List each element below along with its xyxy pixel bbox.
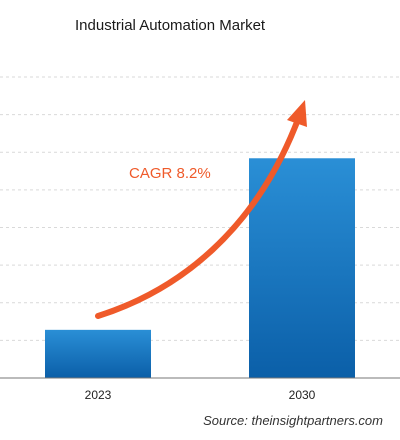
bar-2030: [249, 158, 355, 378]
growth-arrow-line: [95, 119, 300, 319]
chart-title: Industrial Automation Market: [75, 17, 266, 34]
x-tick-label-2030: 2030: [289, 388, 316, 402]
x-tick-labels: 2023 2030: [85, 388, 316, 402]
gridlines: [0, 76, 400, 341]
source-credit: Source: theinsightpartners.com: [203, 413, 383, 428]
cagr-annotation: CAGR 8.2%: [129, 165, 211, 182]
x-tick-label-2023: 2023: [85, 388, 112, 402]
growth-arrow: [95, 100, 307, 319]
bars: [45, 158, 355, 378]
arrow-head-icon: [287, 100, 307, 127]
bar-2023: [45, 329, 151, 378]
